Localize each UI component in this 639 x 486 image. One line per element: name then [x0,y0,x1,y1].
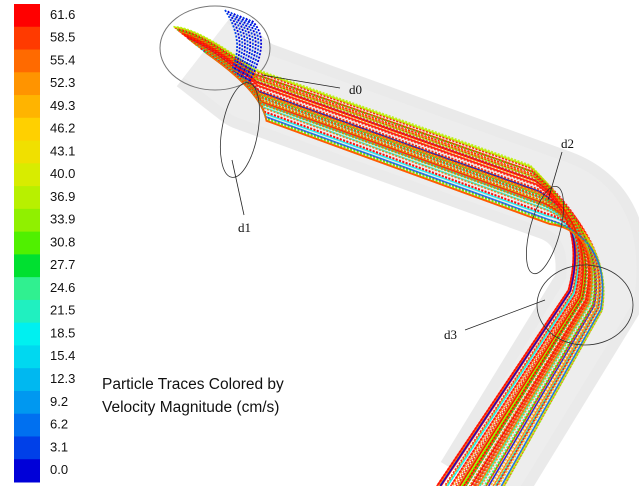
particle-trace [204,51,593,486]
sections [220,74,634,346]
annotation: d1 [238,220,251,235]
colorbar-band [14,186,40,210]
colorbar-band [14,231,40,255]
colorbar-band [14,26,40,51]
particle-traces [173,9,605,486]
colorbar-label: 12.3 [50,371,75,386]
colorbar-label: 18.5 [50,325,75,340]
colorbar-band [14,208,40,233]
leader-line [231,159,245,216]
colorbar-band [14,345,40,369]
colorbar-band [14,368,40,392]
section-ring [220,82,260,178]
colorbar-band [14,4,40,28]
particle-trace [181,32,592,486]
colorbar-label: 9.2 [50,394,68,409]
caption-line: Velocity Magnitude (cm/s) [102,399,279,416]
colorbar-band [14,163,40,187]
particle-trace [177,28,596,486]
colorbar-band [14,140,40,164]
leader-line [261,74,341,89]
particle-trace [247,20,263,84]
caption-line: Particle Traces Colored by [102,376,284,393]
colorbar-label: 49.3 [50,98,75,113]
colorbar-band [14,277,40,301]
particle-trace [227,10,241,72]
colorbar-label: 30.8 [50,234,75,249]
annotation: d3 [444,327,457,342]
annotation: d0 [349,82,362,97]
particle-trace [224,9,238,71]
colorbar-band [14,254,40,278]
colorbar-label: 33.9 [50,212,75,227]
section-ring [526,185,564,275]
colorbar-band [14,459,40,483]
colorbar-label: 3.1 [50,439,68,454]
colorbar-label: 61.6 [50,7,75,22]
colorbar-label: 36.9 [50,189,75,204]
annotation: d2 [561,136,574,151]
colorbar-label: 0.0 [50,462,68,477]
colorbar-band [14,49,40,73]
colorbar-band [14,436,40,460]
colorbar-band [14,299,40,324]
colorbar-label: 55.4 [50,52,75,67]
colorbar-label: 43.1 [50,143,75,158]
colorbar-label: 24.6 [50,280,75,295]
particle-trace [236,14,249,77]
colorbar-label: 58.5 [50,30,75,45]
colorbar-label: 15.4 [50,348,75,363]
particle-trace [233,13,246,75]
particle-trace [230,11,244,74]
colorbar: 61.6 58.5 55.4 52.3 49.3 46.2 43.1 40.0 36.9 33.9… [14,4,75,483]
particle-trace [205,52,593,486]
particle-trace [190,40,582,486]
particle-trace [195,43,579,486]
colorbar-band [14,322,40,346]
colorbar-band [14,72,40,96]
particle-trace [242,16,254,80]
colorbar-label: 21.5 [50,303,75,318]
inlet-ring [159,5,271,91]
colorbar-band [14,95,40,119]
particle-trace [239,15,252,78]
particle-trace [245,18,260,83]
colorbar-label: 40.0 [50,166,75,181]
colorbar-label: 27.7 [50,257,75,272]
leader-line [464,299,546,331]
colorbar-band [14,413,40,437]
colorbar-band [14,117,40,142]
colorbar-label: 6.2 [50,417,68,432]
particle-trace [183,34,575,486]
colorbar-band [14,390,40,415]
particle-trace [188,38,591,486]
particle-trace [186,36,581,486]
section-ring [536,264,634,346]
particle-trace [243,17,257,81]
colorbar-label: 52.3 [50,75,75,90]
leader-line [547,151,563,201]
colorbar-label: 46.2 [50,121,75,136]
